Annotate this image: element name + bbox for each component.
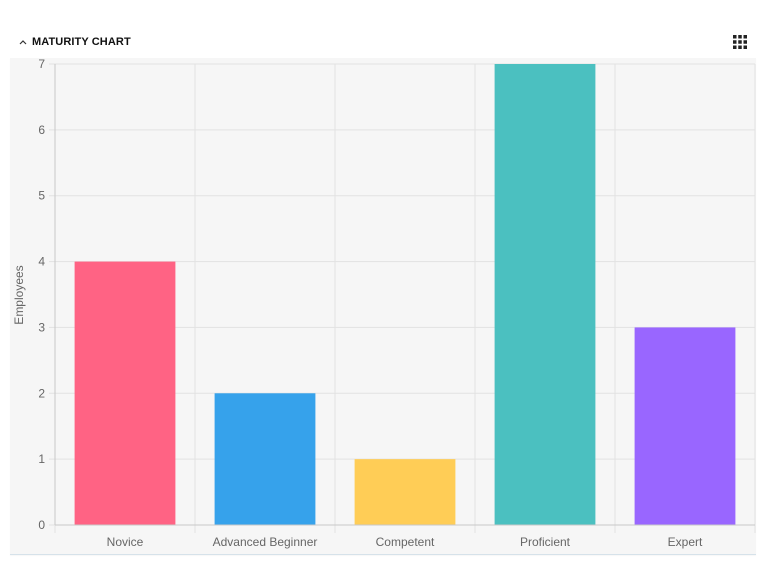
- widget-title: MATURITY CHART: [32, 36, 131, 48]
- y-tick-label: 5: [38, 189, 45, 203]
- bar-novice[interactable]: [74, 261, 176, 525]
- y-tick-label: 4: [38, 255, 45, 269]
- chart-panel: 0 1 2 3 4 5 6 7 Novice Advanced Beginner Competent…: [10, 57, 756, 555]
- grid-lines: [49, 63, 756, 533]
- x-tick-label: Expert: [668, 535, 703, 549]
- y-axis-label: Employees: [12, 265, 26, 324]
- y-tick-label: 0: [38, 518, 45, 532]
- axes: [54, 64, 755, 526]
- bar-competent[interactable]: [354, 459, 456, 525]
- grid-menu-icon[interactable]: [732, 34, 748, 50]
- y-tick-label: 6: [38, 123, 45, 137]
- x-tick-label: Advanced Beginner: [213, 535, 318, 549]
- x-tick-label: Novice: [107, 535, 144, 549]
- bar-chart: 0 1 2 3 4 5 6 7 Novice Advanced Beginner Competent…: [12, 57, 756, 549]
- x-tick-label: Proficient: [520, 535, 571, 549]
- bar-advanced-beginner[interactable]: [214, 393, 316, 525]
- y-tick-label: 7: [38, 58, 45, 71]
- x-tick-label: Competent: [376, 535, 435, 549]
- bar-expert[interactable]: [634, 327, 736, 525]
- widget-header: MATURITY CHART: [16, 33, 131, 51]
- y-tick-label: 2: [38, 386, 45, 400]
- bars: [74, 64, 736, 525]
- axis-labels: 0 1 2 3 4 5 6 7 Novice Advanced Beginner Competent…: [38, 57, 703, 549]
- y-tick-label: 3: [38, 320, 45, 334]
- chevron-up-icon[interactable]: [16, 35, 30, 49]
- y-tick-label: 1: [38, 452, 45, 466]
- bar-proficient[interactable]: [494, 64, 596, 525]
